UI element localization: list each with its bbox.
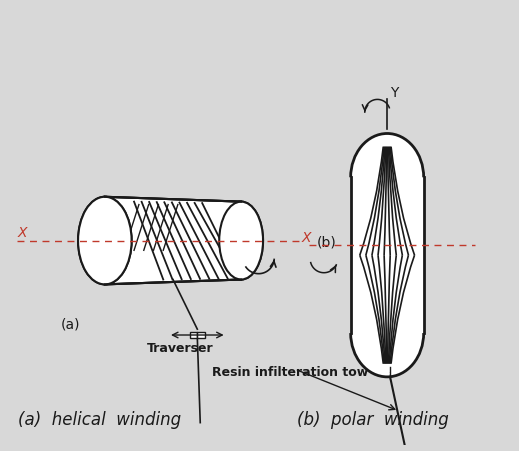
Text: Y: Y xyxy=(390,86,399,100)
Text: (a): (a) xyxy=(61,317,80,331)
Ellipse shape xyxy=(351,134,424,221)
Text: (b)  polar  winding: (b) polar winding xyxy=(297,410,448,428)
Ellipse shape xyxy=(219,202,263,280)
Ellipse shape xyxy=(78,198,132,285)
Ellipse shape xyxy=(351,290,424,377)
Ellipse shape xyxy=(219,202,263,280)
Text: Traverser: Traverser xyxy=(147,341,213,354)
Text: (b): (b) xyxy=(317,235,336,249)
Text: i: i xyxy=(388,371,391,381)
Text: X: X xyxy=(17,225,26,239)
Bar xyxy=(197,332,205,338)
Ellipse shape xyxy=(78,198,132,285)
Bar xyxy=(189,332,197,338)
Text: X: X xyxy=(302,230,311,244)
Text: Resin infilteration tow: Resin infilteration tow xyxy=(212,365,368,378)
Text: (a)  helical  winding: (a) helical winding xyxy=(18,410,182,428)
Polygon shape xyxy=(105,198,241,285)
FancyBboxPatch shape xyxy=(351,178,424,333)
